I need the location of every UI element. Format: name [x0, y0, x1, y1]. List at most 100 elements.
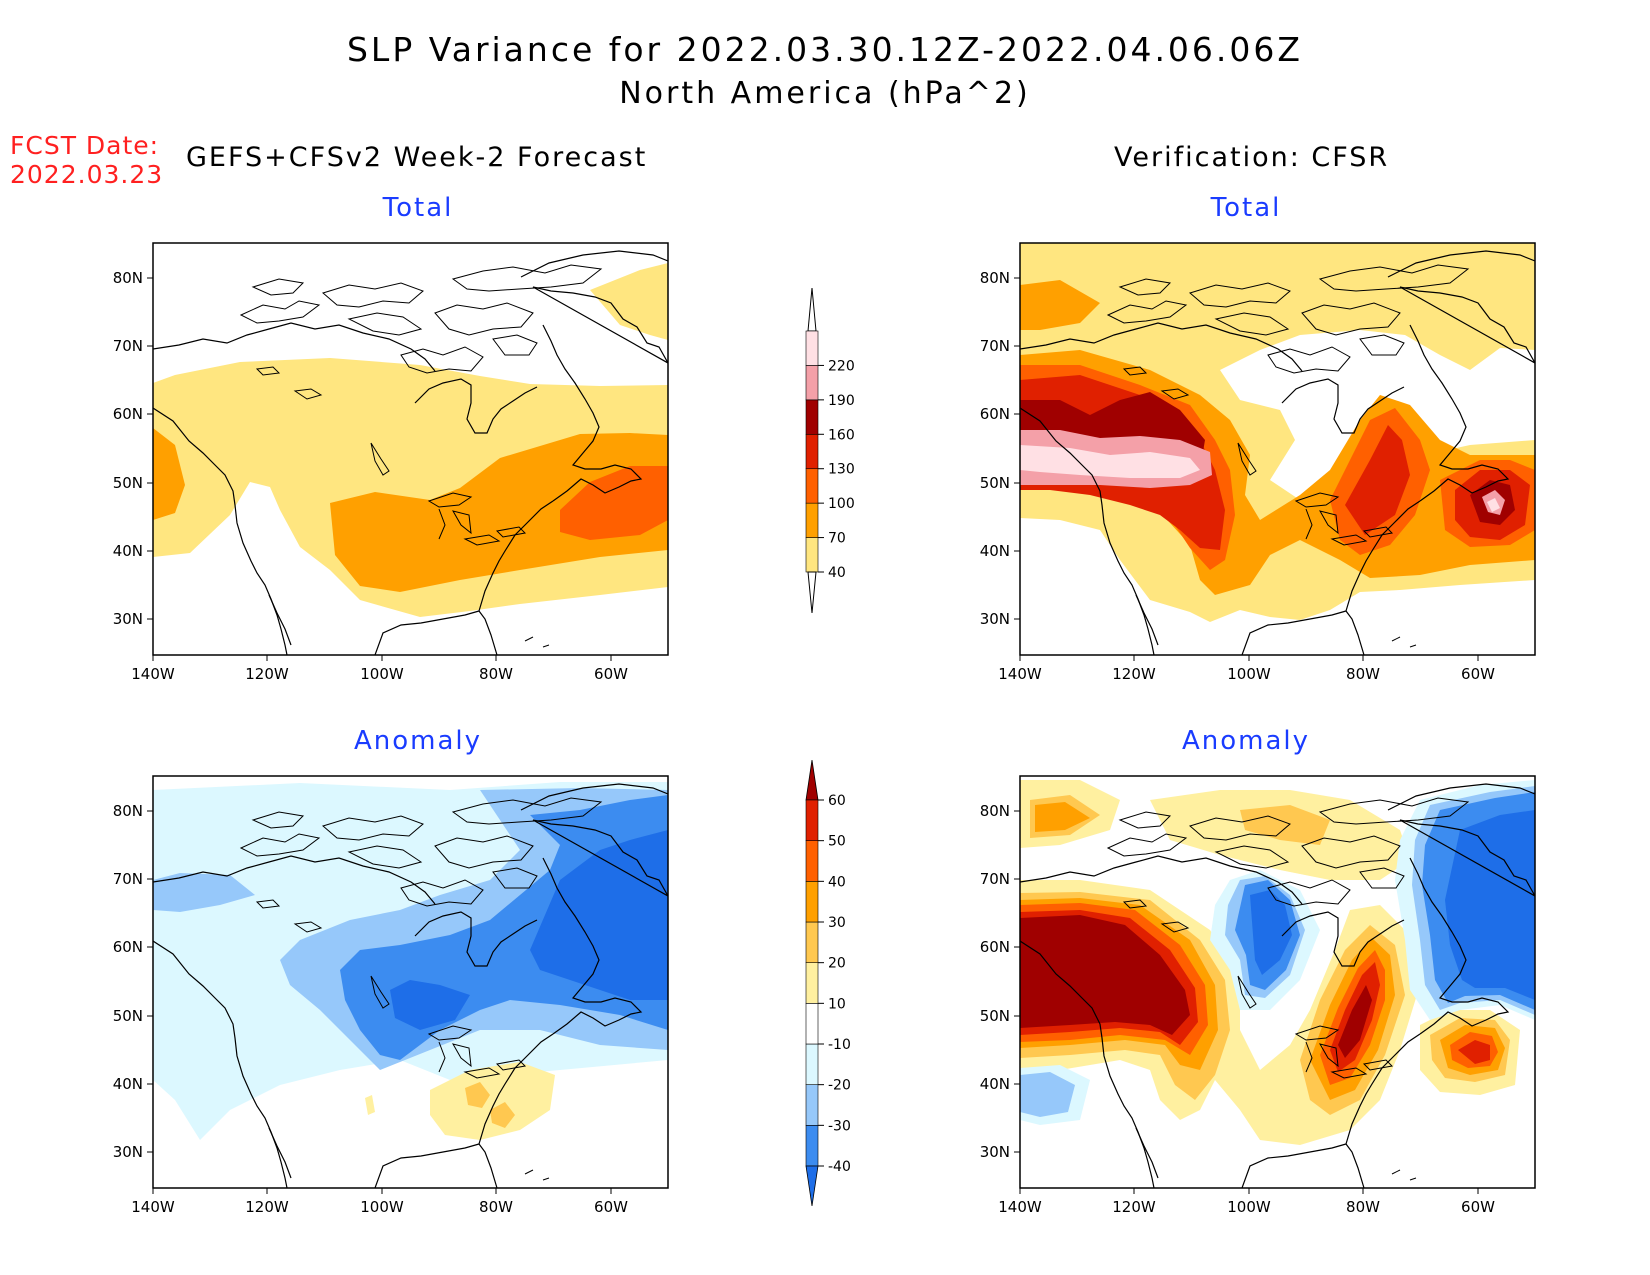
colorbar-anomaly-box — [805, 1043, 819, 1085]
contour-neg20-west — [153, 873, 255, 912]
colorbar-total-label: 160 — [828, 427, 855, 443]
colorbar-total-label: 70 — [828, 531, 846, 547]
contour-100 — [560, 466, 668, 540]
fcst-date-label: FCST Date: — [10, 131, 160, 160]
contour-pos20-a — [465, 1082, 490, 1108]
colorbar-anomaly-label: 30 — [828, 915, 846, 931]
lat-label: 30N — [980, 1143, 1010, 1161]
colorbar-total-box — [805, 468, 819, 504]
contour-neg40-west — [390, 980, 470, 1030]
colorbar-anomaly: -40 -30 -20 -10 10 20 30 40 50 60 — [805, 759, 851, 1207]
colorbar-total-box — [805, 365, 819, 401]
colorbar-anomaly-label: -40 — [828, 1159, 851, 1175]
lon-label: 120W — [1112, 665, 1156, 683]
map-forecast-anomaly — [152, 775, 669, 1189]
colorbar-anomaly-label: -10 — [828, 1037, 851, 1053]
colorbar-anomaly-box — [805, 1084, 819, 1126]
lat-label: 70N — [980, 870, 1010, 888]
map-verification-anomaly — [1019, 775, 1536, 1189]
lat-label: 60N — [113, 938, 143, 956]
colorbar-total-label: 190 — [828, 393, 855, 409]
main-title: SLP Variance for 2022.03.30.12Z-2022.04.… — [346, 30, 1304, 69]
contour-pos60-central — [1338, 985, 1372, 1058]
colorbar-anomaly-box — [805, 840, 819, 882]
lat-label: 50N — [113, 474, 143, 492]
lon-label: 60W — [594, 1198, 628, 1216]
lat-label: 80N — [980, 802, 1010, 820]
lat-label: 80N — [980, 269, 1010, 287]
panel-title-verification-anomaly: Anomaly — [1181, 726, 1311, 756]
panel-title-forecast-anomaly: Anomaly — [353, 726, 483, 756]
colorbar-total-box — [805, 433, 819, 470]
contour-220-ne — [1487, 498, 1500, 512]
colorbar-anomaly-label: 50 — [828, 834, 846, 850]
contour-neg40-central — [1250, 890, 1292, 975]
contour-70 — [330, 433, 668, 592]
contour-220 — [1020, 445, 1200, 478]
lon-label: 80W — [1346, 665, 1380, 683]
colorbar-total-label: 220 — [828, 358, 855, 374]
lat-label: 70N — [113, 870, 143, 888]
contour-neg40 — [530, 830, 668, 1000]
lon-label: 120W — [1112, 1198, 1156, 1216]
colorbar-total-label: 130 — [828, 462, 855, 478]
lat-label: 40N — [980, 542, 1010, 560]
colorbar-total-bottom-arrow — [807, 571, 817, 614]
colorbar-anomaly-box — [805, 881, 819, 923]
colorbar-total-boxes: 40 70 100 130 160 190 220 — [805, 330, 855, 581]
panel-title-forecast-total: Total — [382, 193, 454, 223]
colorbar-anomaly-label: 10 — [828, 996, 846, 1012]
colorbar-anomaly-label: -20 — [828, 1078, 851, 1094]
colorbar-total-box — [805, 537, 819, 573]
contour-130-east — [1345, 425, 1410, 535]
lat-label: 50N — [980, 474, 1010, 492]
lon-label: 140W — [131, 665, 175, 683]
contour-pos10-small — [365, 1095, 375, 1115]
map-verification-total — [1019, 242, 1536, 656]
lat-label: 80N — [113, 802, 143, 820]
colorbar-anomaly-label: 60 — [828, 793, 846, 809]
colorbar-anomaly-label: -30 — [828, 1118, 851, 1134]
colorbar-anomaly-box — [805, 962, 819, 1004]
lon-label: 100W — [1227, 1198, 1271, 1216]
colorbar-anomaly-box — [805, 921, 819, 963]
contour-70-west — [153, 428, 185, 520]
map-axes: 80N 70N 60N 50N 40N 30N 140W 120W 100W 80W 60W 80N 7… — [113, 269, 1495, 1216]
lat-label: 40N — [113, 1075, 143, 1093]
contour-40-ne — [590, 263, 668, 340]
lat-label: 70N — [113, 337, 143, 355]
colorbar-total-box — [805, 330, 819, 366]
panel-title-verification-total: Total — [1210, 193, 1282, 223]
lon-label: 80W — [479, 665, 513, 683]
colorbar-anomaly-box — [805, 799, 819, 841]
contour-pos10 — [430, 1062, 555, 1140]
lat-label: 40N — [113, 542, 143, 560]
lon-label: 140W — [131, 1198, 175, 1216]
contour-pos20-b — [490, 1102, 515, 1128]
contour-70-north — [1020, 280, 1100, 330]
lat-label: 50N — [113, 1007, 143, 1025]
colorbar-anomaly-box — [805, 1125, 819, 1167]
lon-label: 100W — [360, 665, 404, 683]
lat-label: 60N — [980, 405, 1010, 423]
lat-label: 70N — [980, 337, 1010, 355]
colorbar-anomaly-box — [805, 1003, 819, 1045]
lon-label: 60W — [1461, 1198, 1495, 1216]
lat-label: 40N — [980, 1075, 1010, 1093]
lat-label: 30N — [113, 1143, 143, 1161]
colorbar-anomaly-bottom-arrow — [805, 1165, 819, 1207]
map-forecast-total — [152, 242, 669, 656]
contour-pos60 — [1020, 915, 1190, 1035]
contour-pos50-ne — [1458, 1040, 1490, 1064]
lon-label: 140W — [998, 1198, 1042, 1216]
colorbar-anomaly-top-arrow — [805, 759, 819, 801]
colorbar-total-label: 100 — [828, 496, 855, 512]
lon-label: 100W — [1227, 665, 1271, 683]
colorbar-anomaly-label: 40 — [828, 874, 846, 890]
lon-label: 140W — [998, 665, 1042, 683]
lat-label: 60N — [113, 405, 143, 423]
contour-neg20-west — [1020, 1072, 1075, 1117]
lat-label: 50N — [980, 1007, 1010, 1025]
lon-label: 120W — [245, 665, 289, 683]
